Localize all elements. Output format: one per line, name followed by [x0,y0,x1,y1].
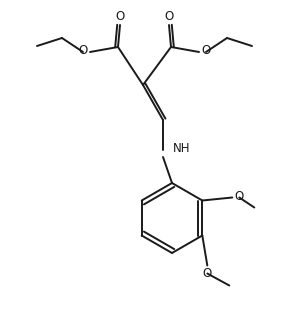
Text: O: O [201,44,211,58]
Text: O: O [235,190,244,203]
Text: O: O [115,11,125,23]
Text: O: O [203,267,212,280]
Text: O: O [78,44,88,58]
Text: NH: NH [173,141,191,155]
Text: O: O [164,11,174,23]
